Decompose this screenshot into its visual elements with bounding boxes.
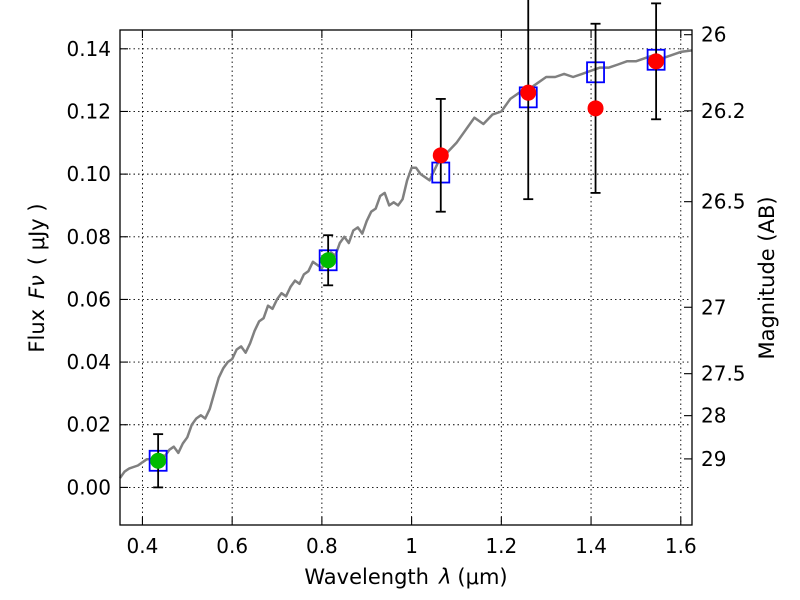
y-tick-label: 0.00 [66,475,111,499]
red-point [648,53,665,70]
right-tick-label: 27.5 [701,362,746,386]
x-axis-title: Wavelength λ (μm) [304,565,507,589]
y-axis-title: FluxFν( μJy ) [25,203,49,352]
y-tick-label: 0.08 [66,225,111,249]
x-tick-label: 1.4 [575,534,607,558]
red-point [520,84,537,101]
x-tick-label: 1.2 [485,534,517,558]
y-tick-label: 0.14 [66,37,111,61]
y-axis-right-title: Magnitude (AB) [755,196,779,359]
y-tick-label: 0.10 [66,162,111,186]
tick-marks [120,30,692,525]
right-tick-label: 27 [701,295,726,319]
x-tick-label: 0.8 [306,534,338,558]
x-tick-label: 1.6 [665,534,697,558]
plot-frame [119,29,693,526]
right-tick-label: 26 [701,23,726,47]
right-tick-label: 29 [701,447,726,471]
green-point [150,452,167,469]
spectrum-line [118,49,693,479]
right-tick-label: 26.5 [701,190,746,214]
right-tick-label: 26.2 [701,99,746,123]
green-point [320,252,337,269]
x-tick-label: 0.6 [216,534,248,558]
y-tick-label: 0.12 [66,99,111,123]
x-tick-label: 0.4 [127,534,159,558]
y-tick-label: 0.04 [66,350,111,374]
y-tick-label: 0.06 [66,287,111,311]
tick-labels: 0.4 0.6 0.8 1 1.2 1.4 1.6 0.00 0.02 0.04 0.06 0.08 0… [66,23,745,558]
y-tick-label: 0.02 [66,413,111,437]
red-point [432,147,449,164]
model-photometry-layer [148,48,666,472]
right-tick-label: 28 [701,404,726,428]
observed-points-layer [150,53,665,469]
red-point [587,100,604,117]
grid-lines [120,30,692,525]
spectrum-layer [118,49,693,479]
x-tick-label: 1 [405,534,418,558]
